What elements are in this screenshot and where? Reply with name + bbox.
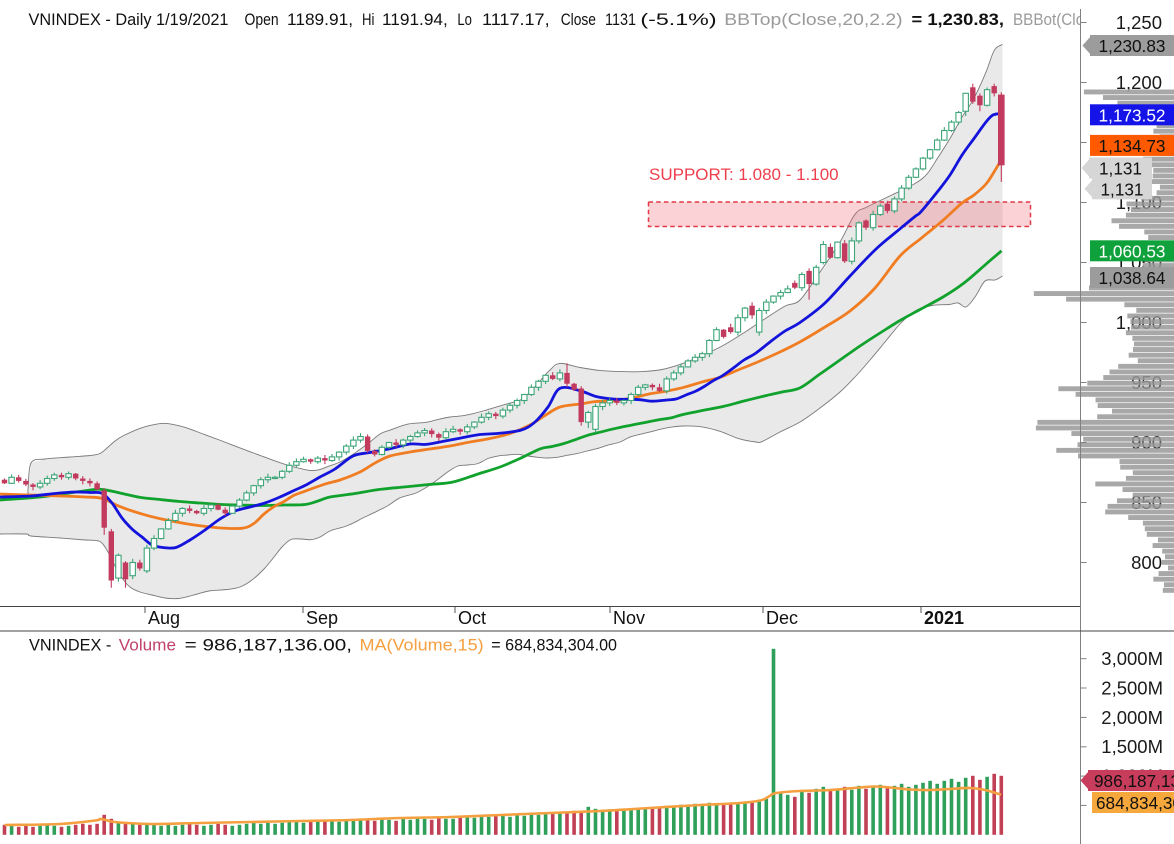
svg-text:1,131: 1,131 [1100, 179, 1143, 199]
svg-text:1,060.53: 1,060.53 [1099, 241, 1166, 261]
svg-text:684,834,30: 684,834,30 [1096, 793, 1174, 813]
svg-text:1,131: 1,131 [1099, 159, 1142, 179]
svg-text:1,230.83: 1,230.83 [1099, 36, 1166, 56]
svg-text:986,187,13: 986,187,13 [1094, 771, 1174, 791]
svg-text:1,250: 1,250 [1116, 12, 1162, 33]
svg-text:1,200: 1,200 [1116, 72, 1162, 93]
svg-text:Dec: Dec [766, 608, 798, 628]
svg-text:Nov: Nov [613, 608, 645, 628]
svg-text:800: 800 [1131, 552, 1162, 573]
svg-text:1,038.64: 1,038.64 [1099, 268, 1166, 288]
svg-text:2,500M: 2,500M [1101, 678, 1163, 699]
svg-text:Oct: Oct [458, 608, 486, 628]
svg-text:SUPPORT: 1.080 - 1.100: SUPPORT: 1.080 - 1.100 [649, 165, 839, 184]
svg-text:1,500M: 1,500M [1101, 736, 1163, 757]
svg-text:Sep: Sep [306, 608, 338, 628]
svg-text:3,000M: 3,000M [1101, 648, 1163, 669]
svg-text:Aug: Aug [148, 608, 180, 628]
svg-text:VNINDEX -Volume= 986,187,136.0: VNINDEX - Volume = 986,187,136.00, MA(Volum… [29, 637, 617, 655]
svg-text:1,134.73: 1,134.73 [1099, 136, 1166, 156]
svg-text:1,173.52: 1,173.52 [1099, 105, 1166, 125]
svg-text:2021: 2021 [924, 608, 964, 628]
svg-text:2,000M: 2,000M [1101, 707, 1163, 728]
